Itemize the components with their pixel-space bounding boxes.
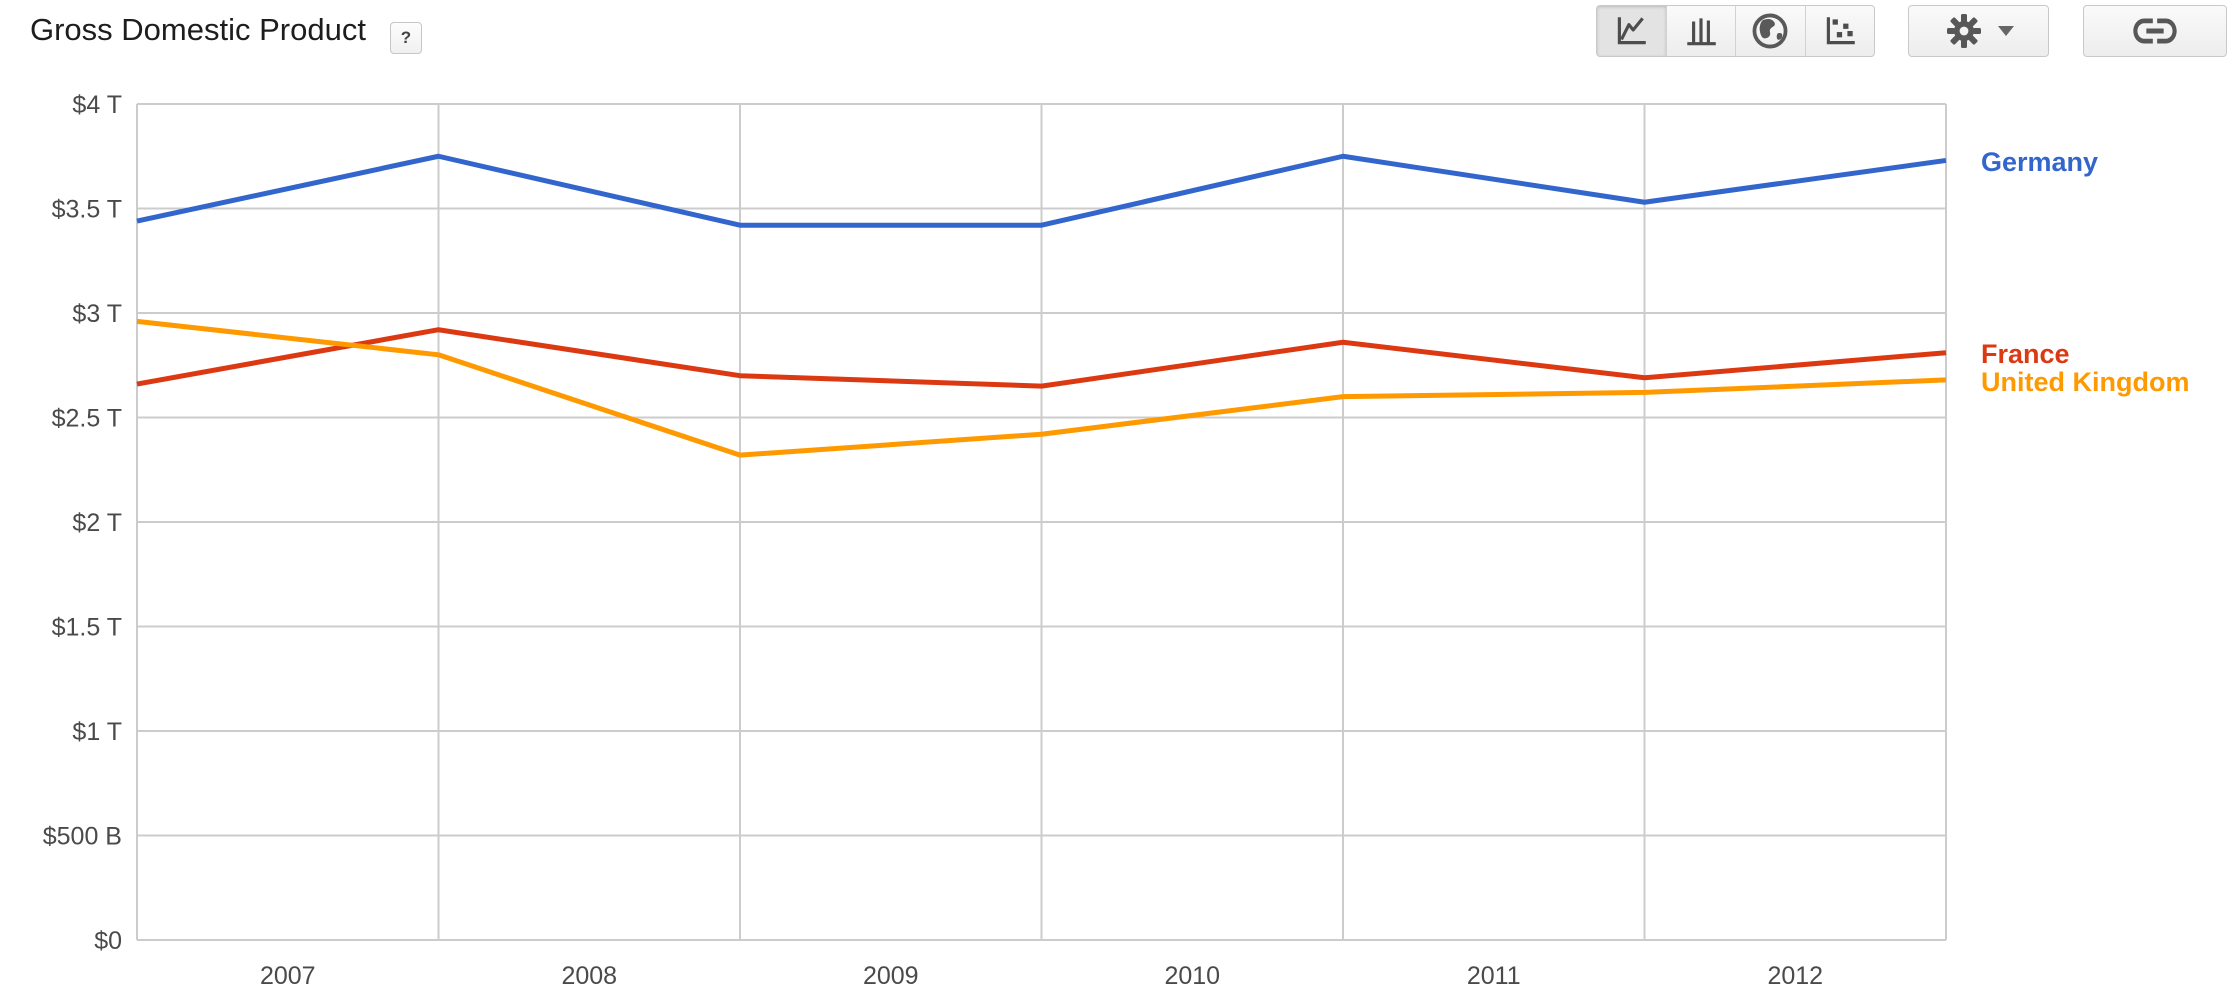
x-tick-label: 2009 [863,962,919,984]
chart-type-scatter-button[interactable] [1806,6,1875,56]
header: Gross Domestic Product ? [0,0,2238,72]
chart-type-group [1596,5,1875,57]
y-tick-label: $1 T [72,718,122,746]
gear-icon [1946,14,1981,48]
x-tick-label: 2010 [1164,962,1220,984]
y-tick-label: $2.5 T [52,405,122,433]
y-tick-label: $3.5 T [52,196,122,224]
y-tick-label: $3 T [72,300,122,328]
link-button[interactable] [2083,5,2227,57]
settings-button[interactable] [1908,5,2049,57]
legend-germany[interactable]: Germany [1981,147,2099,177]
series-line-united-kingdom[interactable] [136,318,1947,458]
page-title: Gross Domestic Product [30,12,366,47]
series-line-france[interactable] [136,327,1947,389]
y-tick-label: $4 T [72,91,122,119]
x-tick-label: 2008 [561,962,617,984]
chart-type-bar-button[interactable] [1667,6,1736,56]
chart-type-line-button[interactable] [1597,6,1667,56]
legend-united-kingdom[interactable]: United Kingdom [1981,367,2190,397]
legend-france[interactable]: France [1981,339,2070,369]
chart-type-map-button[interactable] [1736,6,1806,56]
chevron-down-icon [1997,26,2014,36]
line-chart-icon [1618,17,1647,45]
help-button[interactable]: ? [390,22,422,54]
y-tick-label: $2 T [72,509,122,537]
bar-chart-icon [1687,18,1716,46]
series-line-germany[interactable] [136,153,1947,228]
x-tick-label: 2012 [1767,962,1823,984]
y-tick-label: $1.5 T [52,614,122,642]
link-icon [2133,18,2177,44]
scatter-chart-icon [1826,17,1855,45]
x-tick-label: 2007 [260,962,316,984]
x-tick-label: 2011 [1467,962,1521,984]
map-icon [1752,13,1788,49]
y-tick-label: $500 B [43,823,122,851]
y-tick-label: $0 [94,927,122,955]
